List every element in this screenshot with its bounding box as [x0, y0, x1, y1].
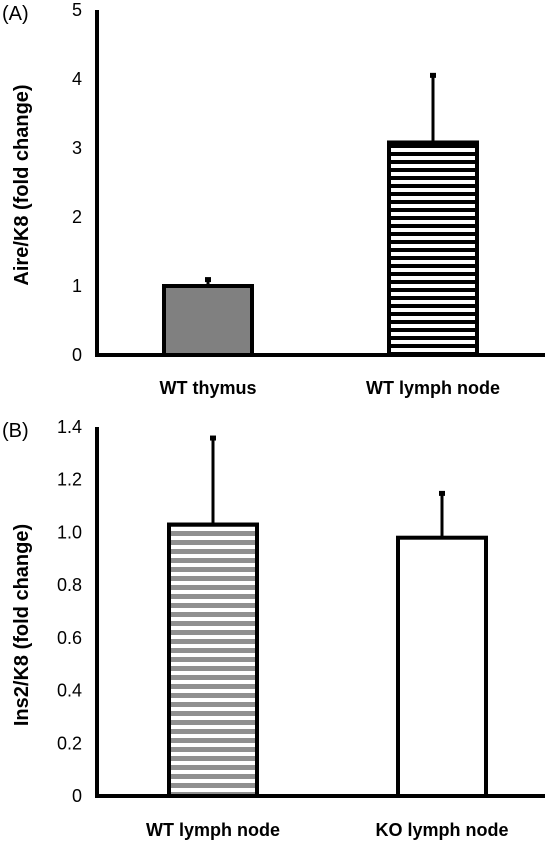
panel-b-axes — [95, 427, 545, 798]
y-tick-label: 1.2 — [57, 470, 82, 490]
y-tick-label: 0.8 — [57, 575, 82, 595]
y-tick-label: 0.2 — [57, 733, 82, 753]
y-tick-label: 3 — [72, 138, 82, 158]
category-label: WT lymph node — [366, 378, 500, 398]
y-tick-label: 0 — [72, 345, 82, 365]
error-bar-cap — [205, 277, 211, 283]
panel-a-label: (A) — [2, 3, 29, 25]
panel-b-y-ticks: 0 0.2 0.4 0.6 0.8 1.0 1.2 1.4 — [57, 417, 82, 806]
y-tick-label: 5 — [72, 0, 82, 20]
panel-b-label: (B) — [2, 420, 29, 442]
category-label: KO lymph node — [375, 820, 508, 840]
panel-a-categories: WT thymus WT lymph node — [160, 378, 501, 398]
y-tick-label: 4 — [72, 69, 82, 89]
panel-b-bars — [167, 435, 488, 798]
y-tick-label: 0.6 — [57, 628, 82, 648]
panel-b-y-axis-label: Ins2/K8 (fold change) — [11, 524, 33, 726]
y-tick-label: 0 — [72, 786, 82, 806]
panel-a-y-axis-label: Aire/K8 (fold change) — [11, 84, 33, 285]
error-bar-cap — [210, 435, 216, 441]
y-tick-label: 2 — [72, 207, 82, 227]
bar-ko-lymph-node — [396, 535, 488, 798]
panel-a-bars — [162, 72, 479, 357]
y-tick-label: 1.4 — [57, 417, 82, 437]
y-tick-label: 1.0 — [57, 522, 82, 542]
panel-a-axes — [95, 10, 545, 357]
bar-wt-lymph-node — [167, 522, 259, 798]
panel-a-chart: (A) Aire/K8 (fold change) 0 1 2 3 4 5 WT thym… — [2, 0, 545, 398]
panel-a-y-ticks: 0 1 2 3 4 5 — [72, 0, 82, 365]
y-tick-label: 1 — [72, 276, 82, 296]
error-bar-cap — [430, 72, 436, 78]
bar-wt-thymus — [162, 284, 254, 357]
panel-b-chart: (B) Ins2/K8 (fold change) 0 0.2 0.4 0.6 0.8 1… — [2, 417, 545, 840]
category-label: WT thymus — [160, 378, 257, 398]
category-label: WT lymph node — [146, 820, 280, 840]
y-tick-label: 0.4 — [57, 681, 82, 701]
panel-b-categories: WT lymph node KO lymph node — [146, 820, 509, 840]
error-bar-cap — [439, 490, 445, 496]
bar-wt-lymph-node — [387, 140, 479, 357]
